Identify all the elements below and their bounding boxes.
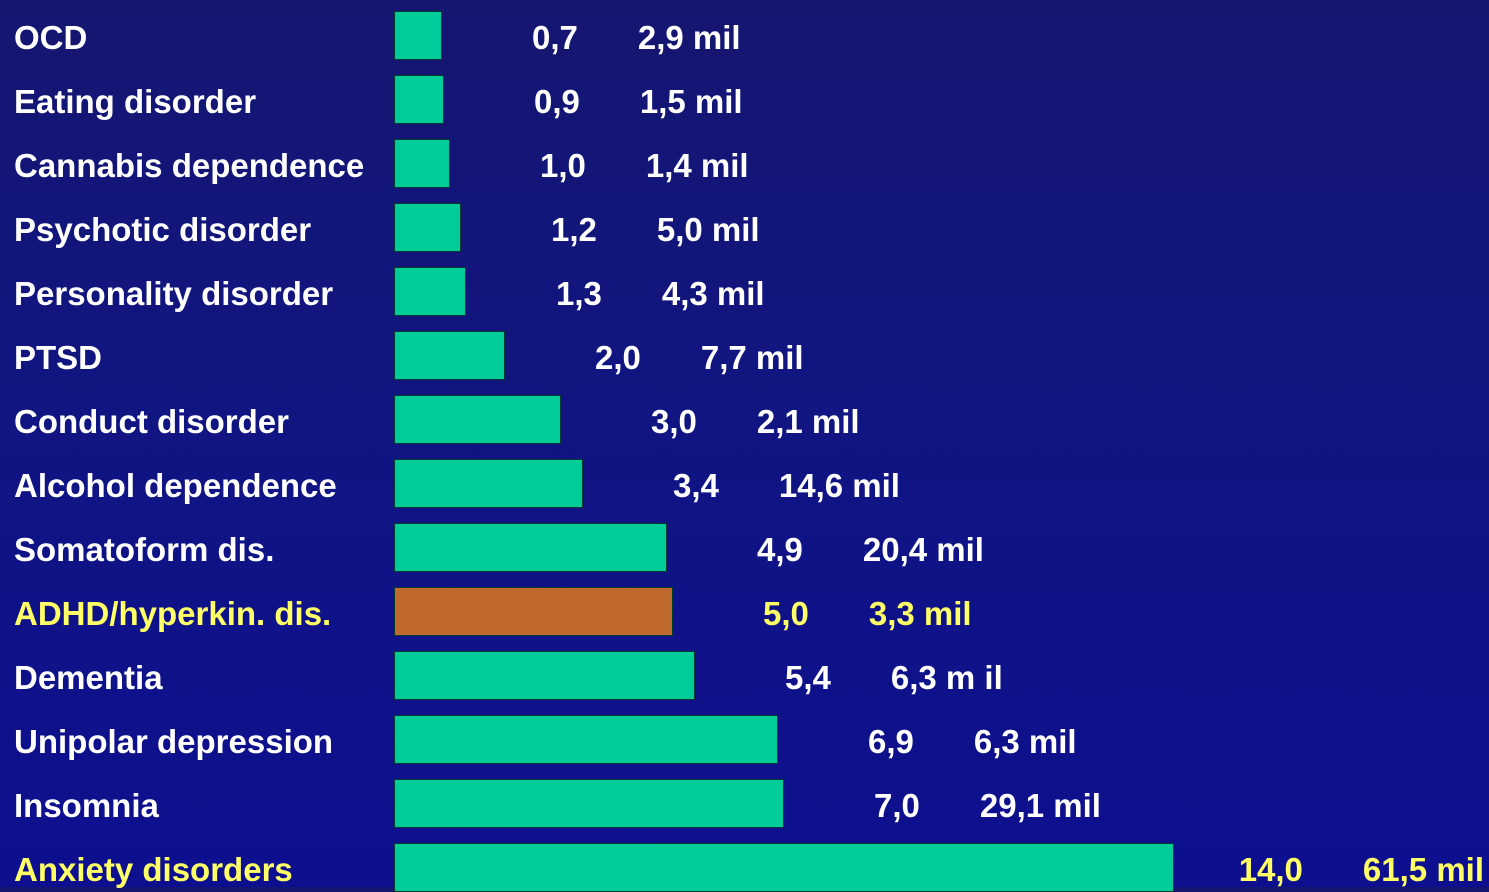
- value-label: 2,0: [595, 339, 641, 376]
- category-label: Dementia: [14, 659, 163, 696]
- bar: [394, 715, 778, 764]
- category-label: ADHD/hyperkin. dis.: [14, 595, 332, 632]
- value-label: 3,4: [673, 467, 719, 504]
- count-label: 1,5 mil: [639, 83, 743, 120]
- value-label: 5,0: [763, 595, 809, 632]
- count-label: 3,3 mil: [868, 595, 972, 632]
- category-label: Personality disorder: [14, 275, 334, 312]
- category-label: Alcohol dependence: [14, 467, 337, 504]
- value-label: 0,9: [534, 83, 580, 120]
- value-label: 14,0: [1238, 851, 1303, 888]
- value-label: 6,9: [868, 723, 914, 760]
- count-label: 20,4 mil: [862, 531, 984, 568]
- bar: [394, 139, 450, 188]
- count-label: 6,3 mil: [973, 723, 1077, 760]
- value-label: 1,3: [556, 275, 602, 312]
- bar: [394, 203, 461, 252]
- count-label: 7,7 mil: [700, 339, 804, 376]
- value-label: 0,7: [532, 19, 578, 56]
- category-label: Unipolar depression: [14, 723, 334, 760]
- value-label: 7,0: [874, 787, 920, 824]
- bar: [394, 267, 466, 316]
- category-label: Eating disorder: [14, 83, 257, 120]
- value-label: 1,0: [540, 147, 586, 184]
- count-label: 61,5 mil: [1362, 851, 1484, 888]
- bar: [394, 587, 673, 636]
- count-label: 29,1 mil: [979, 787, 1101, 824]
- count-label: 6,3 m il: [890, 659, 1003, 696]
- category-label: Somatoform dis.: [14, 531, 275, 568]
- value-label: 3,0: [651, 403, 697, 440]
- category-label: Cannabis dependence: [14, 147, 365, 184]
- count-label: 2,1 mil: [756, 403, 860, 440]
- bar: [394, 523, 667, 572]
- bar: [394, 651, 695, 700]
- bar: [394, 395, 561, 444]
- bar: [394, 459, 583, 508]
- bar: [394, 75, 444, 124]
- category-label: PTSD: [14, 339, 103, 376]
- count-label: 14,6 mil: [778, 467, 900, 504]
- category-label: Psychotic disorder: [14, 211, 312, 248]
- category-label: Insomnia: [14, 787, 159, 824]
- value-label: 1,2: [551, 211, 597, 248]
- count-label: 1,4 mil: [645, 147, 749, 184]
- bar: [394, 331, 505, 380]
- bar: [394, 843, 1174, 892]
- bar: [394, 779, 784, 828]
- bar: [394, 11, 442, 60]
- category-label: Anxiety disorders: [14, 851, 293, 888]
- count-label: 5,0 mil: [656, 211, 760, 248]
- category-label: OCD: [14, 19, 88, 56]
- category-label: Conduct disorder: [14, 403, 290, 440]
- count-label: 2,9 mil: [637, 19, 741, 56]
- count-label: 4,3 mil: [661, 275, 765, 312]
- value-label: 5,4: [785, 659, 831, 696]
- value-label: 4,9: [757, 531, 803, 568]
